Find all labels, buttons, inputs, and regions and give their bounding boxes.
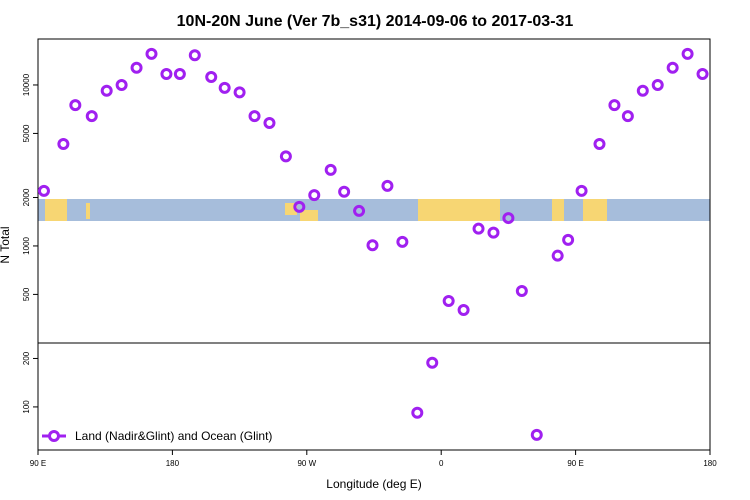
point (353, 204, 366, 217)
x-tick-label: 90 E (567, 459, 583, 468)
point (279, 150, 292, 163)
point (636, 84, 649, 97)
point (575, 184, 588, 197)
point (130, 61, 143, 74)
point (681, 47, 694, 60)
y-tick-label: 100 (22, 400, 31, 414)
land (583, 199, 607, 221)
point (188, 49, 201, 62)
point (666, 61, 679, 74)
point (263, 117, 276, 130)
point (324, 163, 337, 176)
point (487, 226, 500, 239)
y-tick-label: 500 (22, 287, 31, 301)
x-axis-label: Longitude (deg E) (326, 477, 421, 491)
legend-label: Land (Nadir&Glint) and Ocean (Glint) (75, 429, 272, 443)
point (530, 428, 543, 441)
point (308, 189, 321, 202)
point (551, 249, 564, 262)
point (69, 99, 82, 112)
y-tick-label: 5000 (22, 124, 31, 142)
y-tick-label: 200 (22, 351, 31, 365)
plot-frame (37, 38, 711, 451)
point (621, 110, 634, 123)
x-tick-label: 0 (439, 459, 444, 468)
point (457, 304, 470, 317)
point (233, 86, 246, 99)
point (411, 406, 424, 419)
point (593, 137, 606, 150)
land (86, 203, 90, 219)
point (502, 212, 515, 225)
y-tick-label: 10000 (22, 73, 31, 96)
point (651, 78, 664, 91)
point (115, 78, 128, 91)
chart-title: 10N-20N June (Ver 7b_s31) 2014-09-06 to … (177, 13, 574, 30)
land (552, 199, 564, 221)
legend-marker (48, 430, 60, 442)
map-strip (38, 199, 710, 221)
point (608, 99, 621, 112)
point (85, 110, 98, 123)
point (37, 184, 50, 197)
point (381, 179, 394, 192)
y-tick-label: 2000 (22, 188, 31, 206)
x-tick-label: 90 E (30, 459, 46, 468)
point (145, 47, 158, 60)
point (366, 239, 379, 252)
point (515, 284, 528, 297)
point (160, 67, 173, 80)
point (472, 222, 485, 235)
point (57, 137, 70, 150)
y-tick-label: 1000 (22, 236, 31, 254)
point (442, 294, 455, 307)
ocean (38, 199, 710, 221)
point (338, 185, 351, 198)
x-tick-label: 180 (166, 459, 180, 468)
point (293, 200, 306, 213)
x-tick-label: 90 W (297, 459, 316, 468)
point (248, 110, 261, 123)
point (426, 356, 439, 369)
land (300, 210, 318, 221)
land (45, 199, 67, 221)
point (696, 67, 709, 80)
point (562, 233, 575, 246)
point (173, 67, 186, 80)
point (205, 71, 218, 84)
point (218, 81, 231, 94)
y-axis-label: N Total (0, 226, 12, 263)
land (418, 199, 500, 221)
point (396, 235, 409, 248)
point (100, 84, 113, 97)
x-tick-label: 180 (703, 459, 717, 468)
